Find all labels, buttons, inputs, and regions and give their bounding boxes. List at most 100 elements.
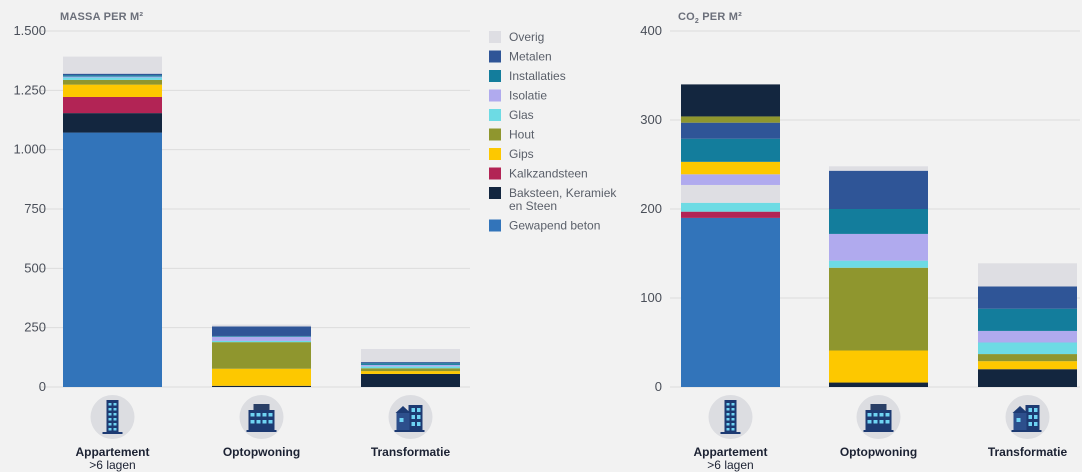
tower-window [731, 413, 735, 416]
title-part: CO [678, 11, 695, 23]
segment-hout [829, 267, 928, 351]
legend-item-kalkzandsteen: Kalkzandsteen [489, 167, 588, 181]
segment-metalen [681, 122, 780, 139]
segment-hout [681, 116, 780, 123]
tower-window [726, 408, 730, 411]
legend-label: Baksteen, Keramiek [509, 186, 617, 200]
segment-gips [361, 371, 460, 374]
apartment-building-icon-shape [720, 400, 741, 434]
legend-swatch [489, 70, 501, 82]
segment-baksteen-keramiek-en-steen [63, 113, 162, 133]
bar-transformatie [361, 349, 460, 387]
segment-installaties [361, 363, 460, 365]
segment-installaties [681, 138, 780, 162]
building-window [411, 415, 415, 419]
ground-line [863, 430, 894, 432]
segment-overig [978, 263, 1077, 287]
chart-title: CO2 PER M² [678, 11, 742, 25]
y-tick-label: 500 [24, 260, 46, 275]
tower-window [113, 428, 117, 431]
category-sublabel: >6 lagen [89, 458, 135, 472]
tower-window [726, 403, 730, 406]
house-window [262, 420, 267, 424]
tower-window [113, 403, 117, 406]
bar-appartement-6-lagen [63, 56, 162, 387]
y-tick-label: 250 [24, 320, 46, 335]
house-window [250, 420, 255, 424]
segment-glas [361, 366, 460, 369]
segment-isolatie [361, 364, 460, 367]
segment-gips [63, 84, 162, 97]
tower-body [724, 400, 737, 433]
building-window [1028, 422, 1032, 426]
y-tick-label: 300 [640, 112, 662, 127]
legend-label: Metalen [509, 50, 552, 64]
segment-gewapend-beton [681, 217, 780, 387]
segment-baksteen-keramiek-en-steen [829, 382, 928, 387]
tower-window [726, 423, 730, 426]
segment-gips [978, 361, 1077, 370]
building-window [411, 408, 415, 412]
house-window [867, 413, 872, 417]
tower-window [113, 408, 117, 411]
legend-item-gips: Gips [489, 147, 534, 161]
building-window [1034, 422, 1038, 426]
house-window [873, 413, 878, 417]
segment-hout [361, 368, 460, 372]
tower-window [108, 423, 112, 426]
segment-hout [63, 79, 162, 85]
roof-addition [253, 404, 270, 410]
legend-label: Gewapend beton [509, 219, 600, 233]
roof [1012, 406, 1028, 413]
legend-item-hout: Hout [489, 128, 535, 142]
house-window [262, 413, 267, 417]
segment-kalkzandsteen [63, 96, 162, 114]
tower-window [731, 403, 735, 406]
segment-overig [361, 349, 460, 363]
segment-glas [212, 340, 311, 343]
building-window [417, 422, 421, 426]
category-label: Optopwoning [223, 445, 300, 459]
segment-metalen [978, 286, 1077, 309]
tower-window [731, 418, 735, 421]
y-tick-label: 100 [640, 290, 662, 305]
tower-window [731, 408, 735, 411]
segment-isolatie [63, 76, 162, 78]
segment-glas [978, 342, 1077, 355]
segment-glas [63, 77, 162, 80]
building-window [417, 415, 421, 419]
segment-isolatie [829, 233, 928, 261]
y-tick-label: 1.000 [13, 142, 46, 157]
building-window [417, 408, 421, 412]
tower-window [726, 418, 730, 421]
segment-installaties [212, 335, 311, 337]
tower-window [731, 423, 735, 426]
bar-optopwoning [212, 324, 311, 387]
legend-item-isolatie: Isolatie [489, 89, 547, 103]
y-tick-label: 0 [39, 379, 46, 394]
y-tick-label: 1.500 [13, 23, 46, 38]
chart-title: MASSA PER M² [60, 11, 143, 23]
tower-window [726, 428, 730, 431]
legend-item-metalen: Metalen [489, 50, 552, 64]
segment-kalkzandsteen [681, 211, 780, 218]
legend-label: Overig [509, 30, 544, 44]
tower-window [113, 413, 117, 416]
title-subscript: 2 [695, 18, 699, 25]
roof-addition [870, 404, 887, 410]
house-body [865, 410, 892, 430]
legend-swatch [489, 128, 501, 141]
building-window [1028, 415, 1032, 419]
legend-swatch [489, 148, 501, 160]
segment-baksteen-keramiek-en-steen [681, 84, 780, 117]
legend-swatch [489, 187, 501, 199]
legend-item-installaties: Installaties [489, 69, 566, 83]
legend-label: Hout [509, 128, 535, 142]
house-window [879, 413, 884, 417]
roof [395, 406, 411, 413]
segment-installaties [978, 308, 1077, 331]
tower-window [108, 403, 112, 406]
house-window [873, 420, 878, 424]
segment-baksteen-keramiek-en-steen [978, 369, 1077, 387]
